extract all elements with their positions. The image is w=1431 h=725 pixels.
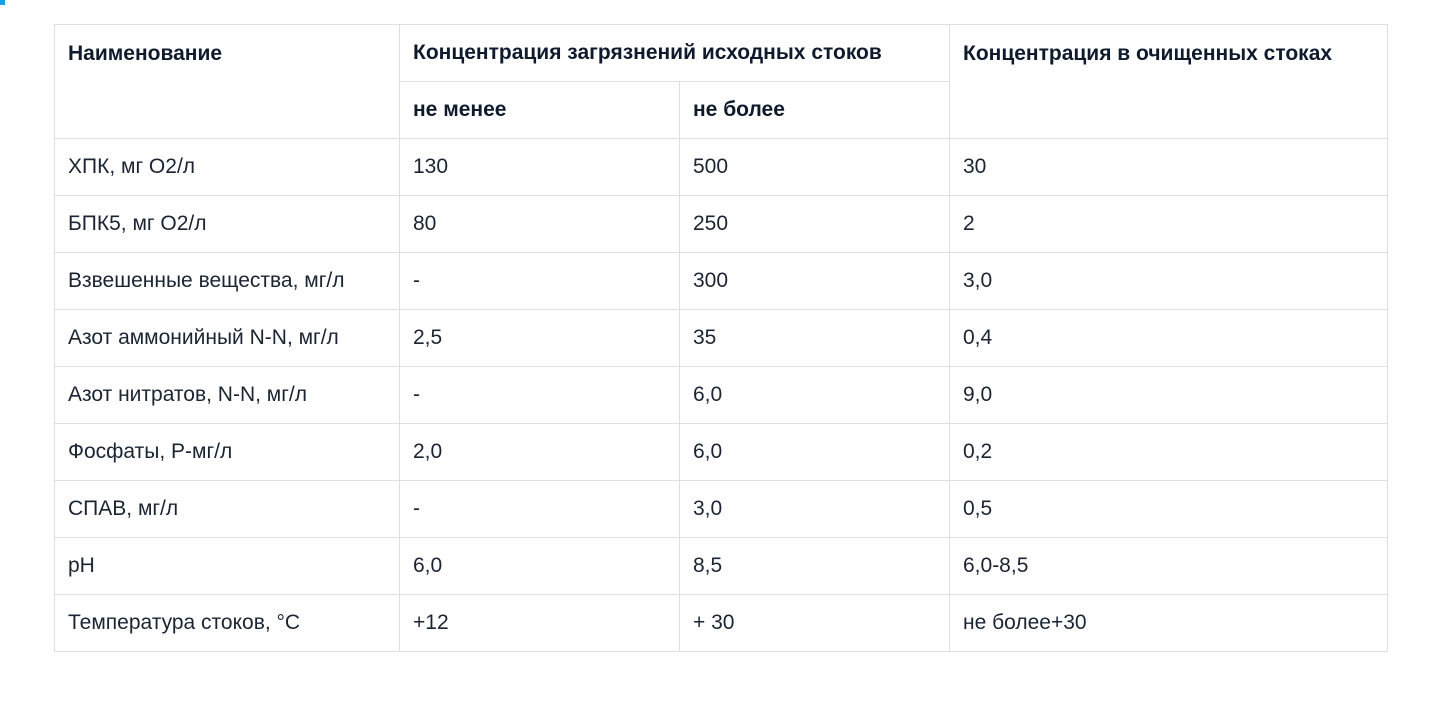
cell-max: 300: [679, 252, 950, 310]
cell-max: + 30: [679, 594, 950, 652]
header-treated: Концентрация в очищенных стоках: [949, 24, 1388, 139]
cell-max: 3,0: [679, 480, 950, 538]
cell-treated: 0,2: [949, 423, 1388, 481]
cell-min: 6,0: [399, 537, 680, 595]
cell-max: 500: [679, 138, 950, 196]
cell-min: -: [399, 480, 680, 538]
cell-treated: 30: [949, 138, 1388, 196]
cell-name: ХПК, мг О2/л: [54, 138, 400, 196]
table-row: pH 6,0 8,5 6,0-8,5: [54, 537, 1388, 595]
cell-min: 130: [399, 138, 680, 196]
cell-min: 80: [399, 195, 680, 253]
header-min: не менее: [399, 81, 680, 139]
corner-accent-mark: [0, 0, 5, 5]
cell-max: 8,5: [679, 537, 950, 595]
table-row: Фосфаты, Р-мг/л 2,0 6,0 0,2: [54, 423, 1388, 481]
cell-min: 2,5: [399, 309, 680, 367]
table-body: ХПК, мг О2/л 130 500 30 БПК5, мг О2/л 80…: [54, 138, 1388, 652]
table-row: СПАВ, мг/л - 3,0 0,5: [54, 480, 1388, 538]
cell-name: Взвешенные вещества, мг/л: [54, 252, 400, 310]
table-row: Температура стоков, °С +12 + 30 не более…: [54, 594, 1388, 652]
header-row-sub: не менее не более: [55, 81, 1388, 139]
cell-treated: 2: [949, 195, 1388, 253]
header-name: Наименование: [54, 24, 400, 139]
cell-name: СПАВ, мг/л: [54, 480, 400, 538]
cell-name: Азот аммонийный N-N, мг/л: [54, 309, 400, 367]
header-row-top: Наименование Концентрация загрязнений ис…: [54, 24, 1388, 139]
cell-min: 2,0: [399, 423, 680, 481]
cell-name: Азот нитратов, N-N, мг/л: [54, 366, 400, 424]
cell-treated: 0,5: [949, 480, 1388, 538]
cell-min: -: [399, 366, 680, 424]
cell-treated: 9,0: [949, 366, 1388, 424]
cell-treated: 3,0: [949, 252, 1388, 310]
table-row: БПК5, мг О2/л 80 250 2: [54, 195, 1388, 253]
cell-min: +12: [399, 594, 680, 652]
cell-name: Температура стоков, °С: [54, 594, 400, 652]
cell-treated: 6,0-8,5: [949, 537, 1388, 595]
cell-max: 35: [679, 309, 950, 367]
cell-max: 250: [679, 195, 950, 253]
cell-treated: 0,4: [949, 309, 1388, 367]
header-source-group: Концентрация загрязнений исходных стоков: [399, 24, 950, 82]
table-row: Азот нитратов, N-N, мг/л - 6,0 9,0: [54, 366, 1388, 424]
cell-name: БПК5, мг О2/л: [54, 195, 400, 253]
table-row: ХПК, мг О2/л 130 500 30: [54, 138, 1388, 196]
cell-max: 6,0: [679, 366, 950, 424]
table-header: Наименование Концентрация загрязнений ис…: [54, 24, 1388, 139]
header-max: не более: [679, 81, 950, 139]
cell-name: Фосфаты, Р-мг/л: [54, 423, 400, 481]
cell-min: -: [399, 252, 680, 310]
cell-treated: не более+30: [949, 594, 1388, 652]
cell-max: 6,0: [679, 423, 950, 481]
cell-name: pH: [54, 537, 400, 595]
concentration-table: Наименование Концентрация загрязнений ис…: [54, 24, 1388, 652]
table-row: Азот аммонийный N-N, мг/л 2,5 35 0,4: [54, 309, 1388, 367]
table-row: Взвешенные вещества, мг/л - 300 3,0: [54, 252, 1388, 310]
